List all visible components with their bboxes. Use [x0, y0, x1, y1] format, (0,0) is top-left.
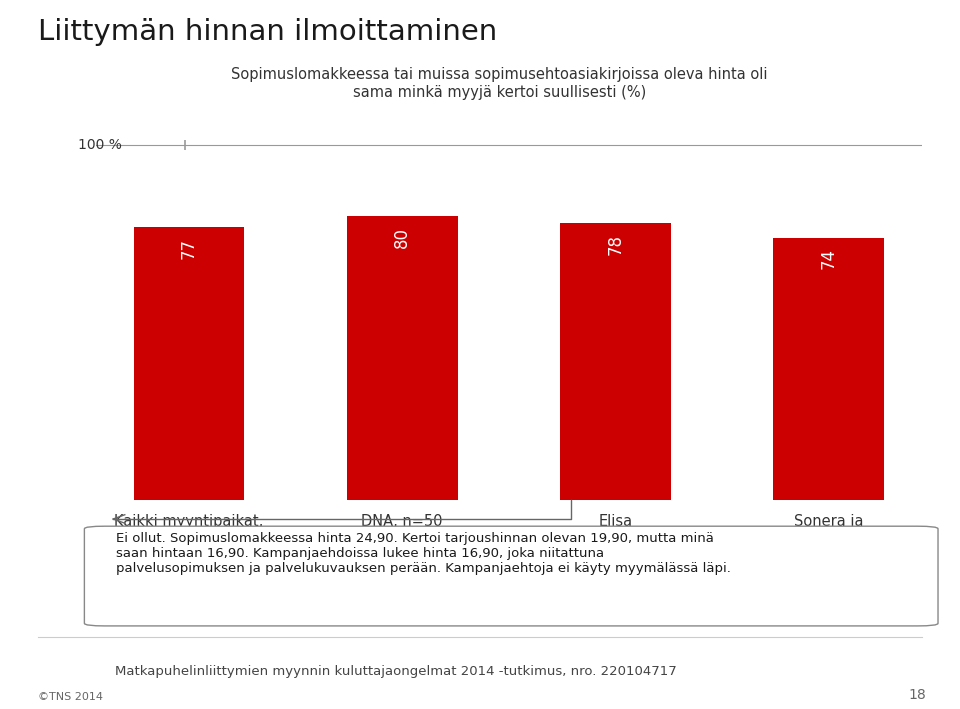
- Bar: [133, 227, 245, 500]
- Text: Matkapuhelinliittymien myynnin kuluttajaongelmat 2014 -tutkimus, nro. 220104717: Matkapuhelinliittymien myynnin kuluttaja…: [115, 665, 677, 678]
- Text: ©TNS 2014: ©TNS 2014: [38, 692, 104, 702]
- Bar: [773, 238, 884, 500]
- Text: Liittymän hinnan ilmoittaminen: Liittymän hinnan ilmoittaminen: [38, 18, 497, 45]
- Text: TNS: TNS: [44, 669, 84, 687]
- Bar: [347, 216, 458, 500]
- FancyBboxPatch shape: [84, 526, 938, 626]
- Text: 78: 78: [607, 234, 624, 255]
- Text: 74: 74: [820, 248, 838, 269]
- Text: 80: 80: [394, 227, 411, 248]
- Text: Ei ollut. Sopimuslomakkeessa hinta 24,90. Kertoi tarjoushinnan olevan 19,90, mut: Ei ollut. Sopimuslomakkeessa hinta 24,90…: [115, 532, 731, 575]
- Text: 18: 18: [909, 688, 926, 702]
- Text: 77: 77: [180, 238, 198, 259]
- Bar: [560, 223, 671, 500]
- Text: Sopimuslomakkeessa tai muissa sopimusehtoasiakirjoissa oleva hinta oli
sama mink: Sopimuslomakkeessa tai muissa sopimuseht…: [231, 67, 767, 100]
- Text: 100 %: 100 %: [78, 138, 122, 152]
